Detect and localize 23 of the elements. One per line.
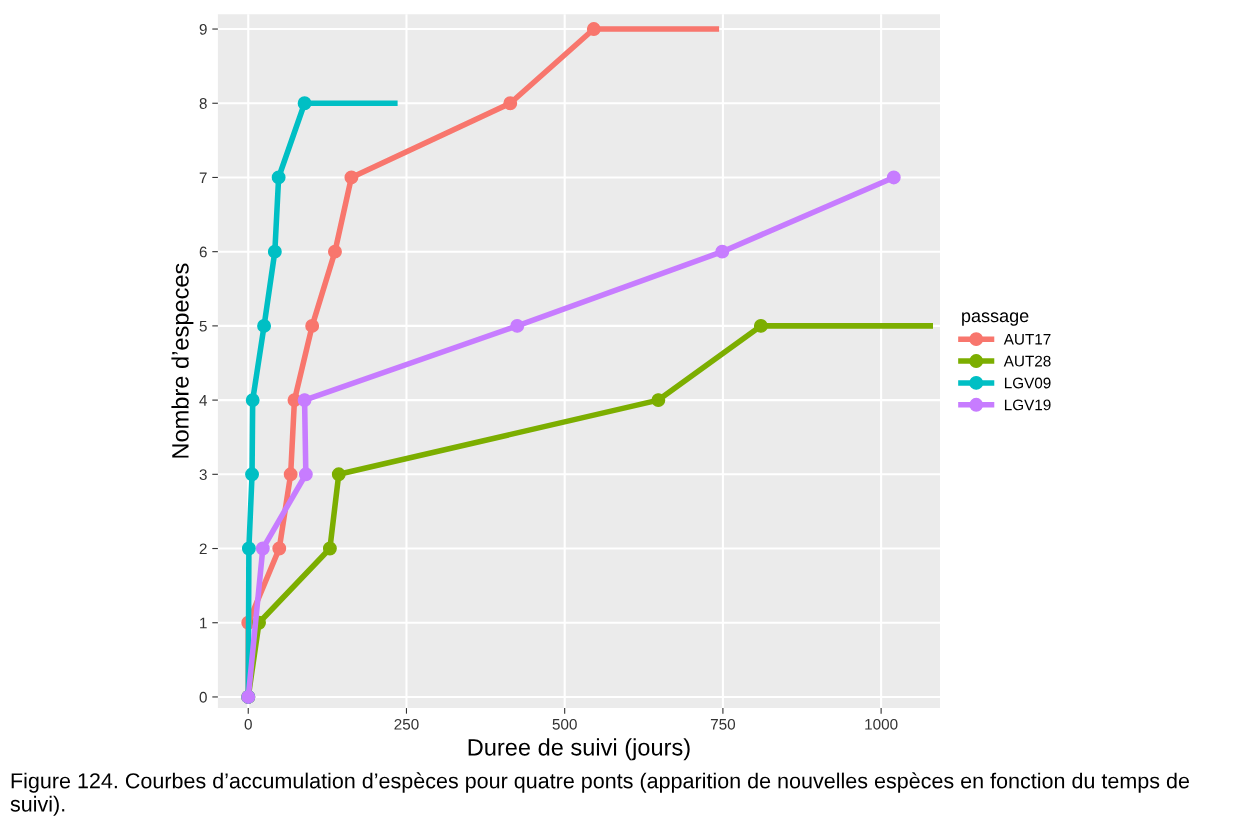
y-tick-label: 9 [199,23,207,35]
x-tick-label: 500 [552,718,577,730]
y-tick-label: 5 [199,320,207,332]
y-tick-label: 8 [199,98,207,109]
legend-label: AUT17 [1003,333,1051,345]
legend-title: passage [962,312,1029,326]
y-tick-label: 6 [199,246,207,258]
legend-label: LGV19 [1004,399,1051,411]
x-axis-title: Duree de suivi (jours) [468,738,690,761]
y-axis-title: Nombre d’especes [171,263,194,458]
x-tick-label: 250 [394,718,419,730]
x-tick-label: 0 [244,718,252,730]
y-tick-label: 4 [199,395,208,406]
caption: Figure 124. Courbes d’accumulation d’espèces pour quatre ponts (apparition de nouvelles espèces en fonction du temps de suivi). [10,772,1189,816]
y-tick-label: 1 [200,617,207,629]
y-tick-label: 0 [199,691,207,703]
y-tick-label: 2 [199,543,207,555]
x-tick-label: 1000 [865,718,898,730]
legend-label: AUT28 [1003,355,1051,367]
y-tick-label: 7 [199,172,207,183]
x-tick-label: 750 [710,718,736,730]
y-tick-label: 3 [199,469,207,480]
legend-label: LGV09 [1004,377,1051,389]
